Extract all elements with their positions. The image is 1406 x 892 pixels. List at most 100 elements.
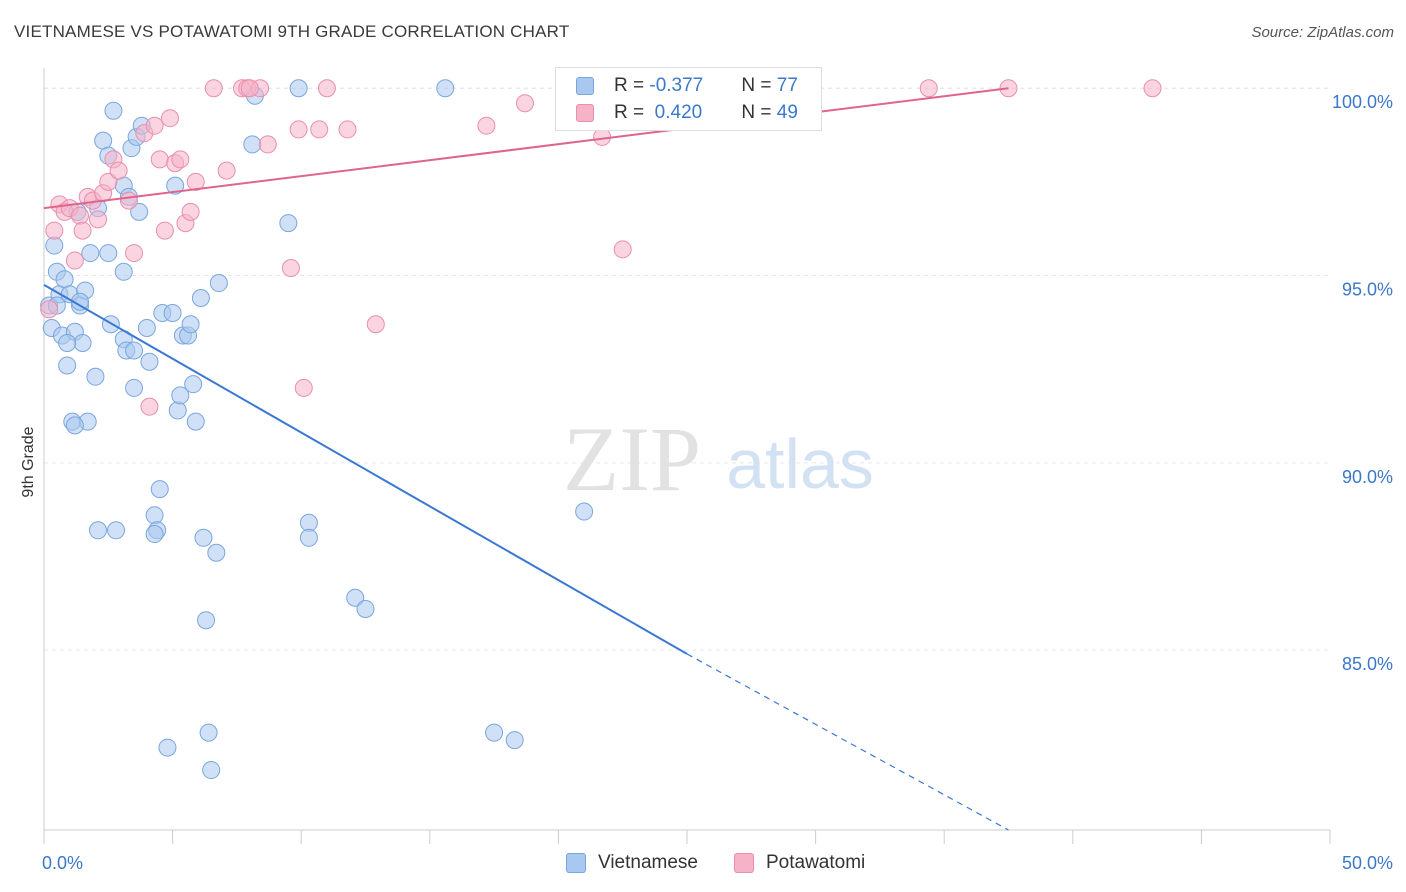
y-axis-label: 9th Grade (20, 426, 37, 497)
legend-r-value: -0.377 (649, 75, 704, 96)
trend-line-vietnamese (43, 284, 688, 655)
point-vietnamese (145, 525, 164, 544)
legend-r-label: R = (614, 75, 650, 96)
point-vietnamese (243, 135, 262, 154)
point-potawatomi (1143, 79, 1162, 98)
legend-swatch-vietnamese (566, 853, 586, 873)
point-vietnamese (299, 528, 318, 547)
watermark-atlas: atlas (726, 425, 874, 503)
point-vietnamese (89, 521, 108, 540)
point-potawatomi (338, 120, 357, 139)
point-vietnamese (207, 543, 226, 562)
point-vietnamese (202, 761, 221, 780)
point-potawatomi (240, 79, 259, 98)
point-potawatomi (204, 79, 223, 98)
point-vietnamese (58, 333, 77, 352)
point-potawatomi (119, 191, 138, 210)
watermark-zip: ZIP (563, 408, 701, 510)
point-vietnamese (137, 318, 156, 337)
axes (43, 68, 1331, 844)
point-potawatomi (89, 210, 108, 229)
point-potawatomi (294, 378, 313, 397)
point-vietnamese (73, 333, 92, 352)
legend-label-potawatomi: Potawatomi (766, 852, 866, 873)
point-vietnamese (209, 274, 228, 293)
point-potawatomi (477, 116, 496, 135)
point-vietnamese (140, 352, 159, 371)
point-vietnamese (99, 244, 118, 263)
watermark: ZIP atlas (563, 408, 874, 510)
series-vietnamese-points (40, 79, 594, 780)
point-vietnamese (65, 416, 84, 435)
x-tick-label: 0.0% (42, 853, 83, 873)
point-potawatomi (613, 240, 632, 259)
point-vietnamese (45, 236, 64, 255)
point-vietnamese (166, 176, 185, 195)
point-vietnamese (150, 480, 169, 499)
point-vietnamese (505, 731, 524, 750)
point-potawatomi (73, 221, 92, 240)
legend-r-label: R = (614, 102, 650, 123)
point-potawatomi (289, 120, 308, 139)
trend-line-potawatomi (43, 87, 1009, 210)
point-vietnamese (191, 289, 210, 308)
trend-line-vietnamese-extension (686, 653, 1009, 831)
point-vietnamese (58, 356, 77, 375)
point-vietnamese (356, 599, 375, 618)
point-potawatomi (155, 221, 174, 240)
point-potawatomi (125, 244, 144, 263)
legend-item-potawatomi: Potawatomi (734, 852, 865, 874)
point-vietnamese (485, 723, 504, 742)
legend-row-vietnamese: R = -0.377 N = 77 (576, 73, 798, 99)
point-vietnamese (346, 588, 365, 607)
stats-legend: R = -0.377 N = 77 R = 0.420 N = 49 (555, 67, 822, 131)
point-vietnamese (107, 521, 126, 540)
point-vietnamese (575, 502, 594, 521)
point-potawatomi (366, 315, 385, 334)
point-potawatomi (40, 300, 59, 319)
point-vietnamese (130, 202, 149, 221)
point-vietnamese (158, 738, 177, 757)
point-vietnamese (145, 506, 164, 525)
legend-r-value: 0.420 (649, 102, 703, 123)
point-vietnamese (163, 304, 182, 323)
point-potawatomi (150, 150, 169, 169)
legend-n-value: 77 (776, 75, 798, 96)
point-vietnamese (114, 262, 133, 281)
point-vietnamese (279, 214, 298, 233)
series-potawatomi-points (40, 79, 1162, 416)
legend-label-vietnamese: Vietnamese (598, 852, 698, 873)
point-vietnamese (125, 378, 144, 397)
legend-swatch-potawatomi (576, 104, 594, 122)
point-potawatomi (181, 202, 200, 221)
x-tick-label: 50.0% (1342, 853, 1393, 873)
trend-lines (43, 87, 1009, 831)
chart-title: VIETNAMESE VS POTAWATOMI 9TH GRADE CORRE… (14, 22, 570, 41)
point-potawatomi (65, 251, 84, 270)
point-vietnamese (55, 270, 74, 289)
point-vietnamese (197, 611, 216, 630)
grid-lines (44, 87, 1330, 651)
point-potawatomi (186, 172, 205, 191)
point-potawatomi (71, 206, 90, 225)
point-potawatomi (140, 397, 159, 416)
point-vietnamese (186, 412, 205, 431)
point-potawatomi (145, 116, 164, 135)
point-vietnamese (194, 528, 213, 547)
point-potawatomi (258, 135, 277, 154)
y-tick-label: 95.0% (1342, 280, 1393, 300)
point-vietnamese (86, 367, 105, 386)
point-vietnamese (94, 131, 113, 150)
legend-swatch-vietnamese (576, 77, 594, 95)
point-vietnamese (199, 723, 218, 742)
point-potawatomi (161, 109, 180, 128)
legend-n-label: N = (741, 75, 777, 96)
point-potawatomi (281, 259, 300, 278)
series-legend: Vietnamese Potawatomi (0, 852, 1406, 876)
legend-n-label: N = (741, 102, 777, 123)
point-potawatomi (45, 221, 64, 240)
y-tick-label: 90.0% (1342, 467, 1393, 487)
point-vietnamese (125, 341, 144, 360)
point-vietnamese (81, 244, 100, 263)
